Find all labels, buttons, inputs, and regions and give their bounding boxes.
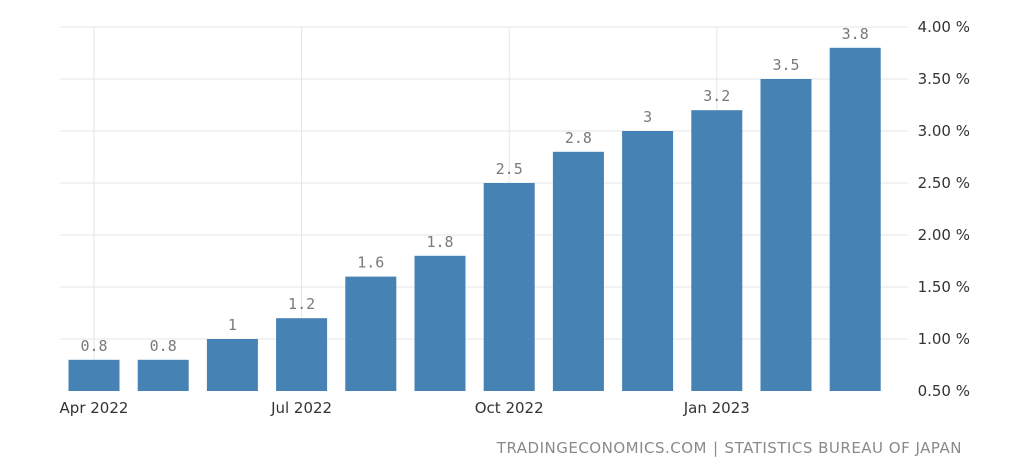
bar: [345, 276, 397, 391]
bar: [414, 255, 466, 391]
y-tick-label: 2.50 %: [918, 174, 970, 192]
source-org: STATISTICS BUREAU OF JAPAN: [724, 439, 962, 457]
grid-lines: [60, 26, 908, 391]
y-tick-label: 4.00 %: [918, 18, 970, 36]
y-tick-label: 3.00 %: [918, 122, 970, 140]
bar-value-label: 0.8: [80, 337, 107, 355]
bar: [137, 359, 189, 391]
source-attribution: TRADINGECONOMICS.COM | STATISTICS BUREAU O…: [497, 439, 962, 457]
y-tick-label: 2.00 %: [918, 226, 970, 244]
bar-value-label: 1.8: [426, 233, 453, 251]
y-tick-label: 0.50 %: [918, 382, 970, 400]
x-tick-label: Jul 2022: [270, 399, 332, 417]
bar: [206, 339, 258, 391]
bar: [68, 359, 120, 391]
y-axis-tick-labels: 0.50 % 1.00 % 1.50 % 2.00 % 2.50 % 3.00 % 3.50…: [918, 18, 970, 400]
source-site: TRADINGECONOMICS.COM: [496, 439, 707, 457]
bar-value-label: 0.8: [150, 337, 177, 355]
bar: [276, 318, 328, 391]
bar-value-labels: 0.8 0.8 1 1.2 1.6 1.8 2.5 2.8 3 3.2 3.5 3.8: [80, 25, 868, 355]
x-axis-tick-labels: Apr 2022 Jul 2022 Oct 2022 Jan 2023: [60, 399, 750, 417]
bar: [829, 47, 881, 392]
y-tick-label: 1.00 %: [918, 330, 970, 348]
y-tick-label: 3.50 %: [918, 70, 970, 88]
bar-value-label: 1.2: [288, 295, 315, 313]
x-tick-label: Oct 2022: [475, 399, 544, 417]
bar-value-label: 1: [228, 316, 237, 334]
bar-value-label: 1.6: [357, 254, 384, 272]
source-separator: |: [712, 439, 719, 457]
bars: [68, 47, 881, 392]
bar: [552, 151, 604, 391]
bar: [760, 79, 812, 391]
bar: [483, 183, 535, 391]
x-tick-label: Jan 2023: [683, 399, 750, 417]
bar-value-label: 3.5: [772, 56, 799, 74]
bar-value-label: 2.8: [565, 129, 592, 147]
bar: [691, 110, 743, 391]
bar-value-label: 3.2: [703, 87, 730, 105]
bar: [622, 131, 674, 391]
bar-value-label: 3.8: [842, 25, 869, 43]
y-tick-label: 1.50 %: [918, 278, 970, 296]
bar-value-label: 2.5: [496, 160, 523, 178]
bar-value-label: 3: [643, 108, 652, 126]
x-tick-label: Apr 2022: [60, 399, 129, 417]
